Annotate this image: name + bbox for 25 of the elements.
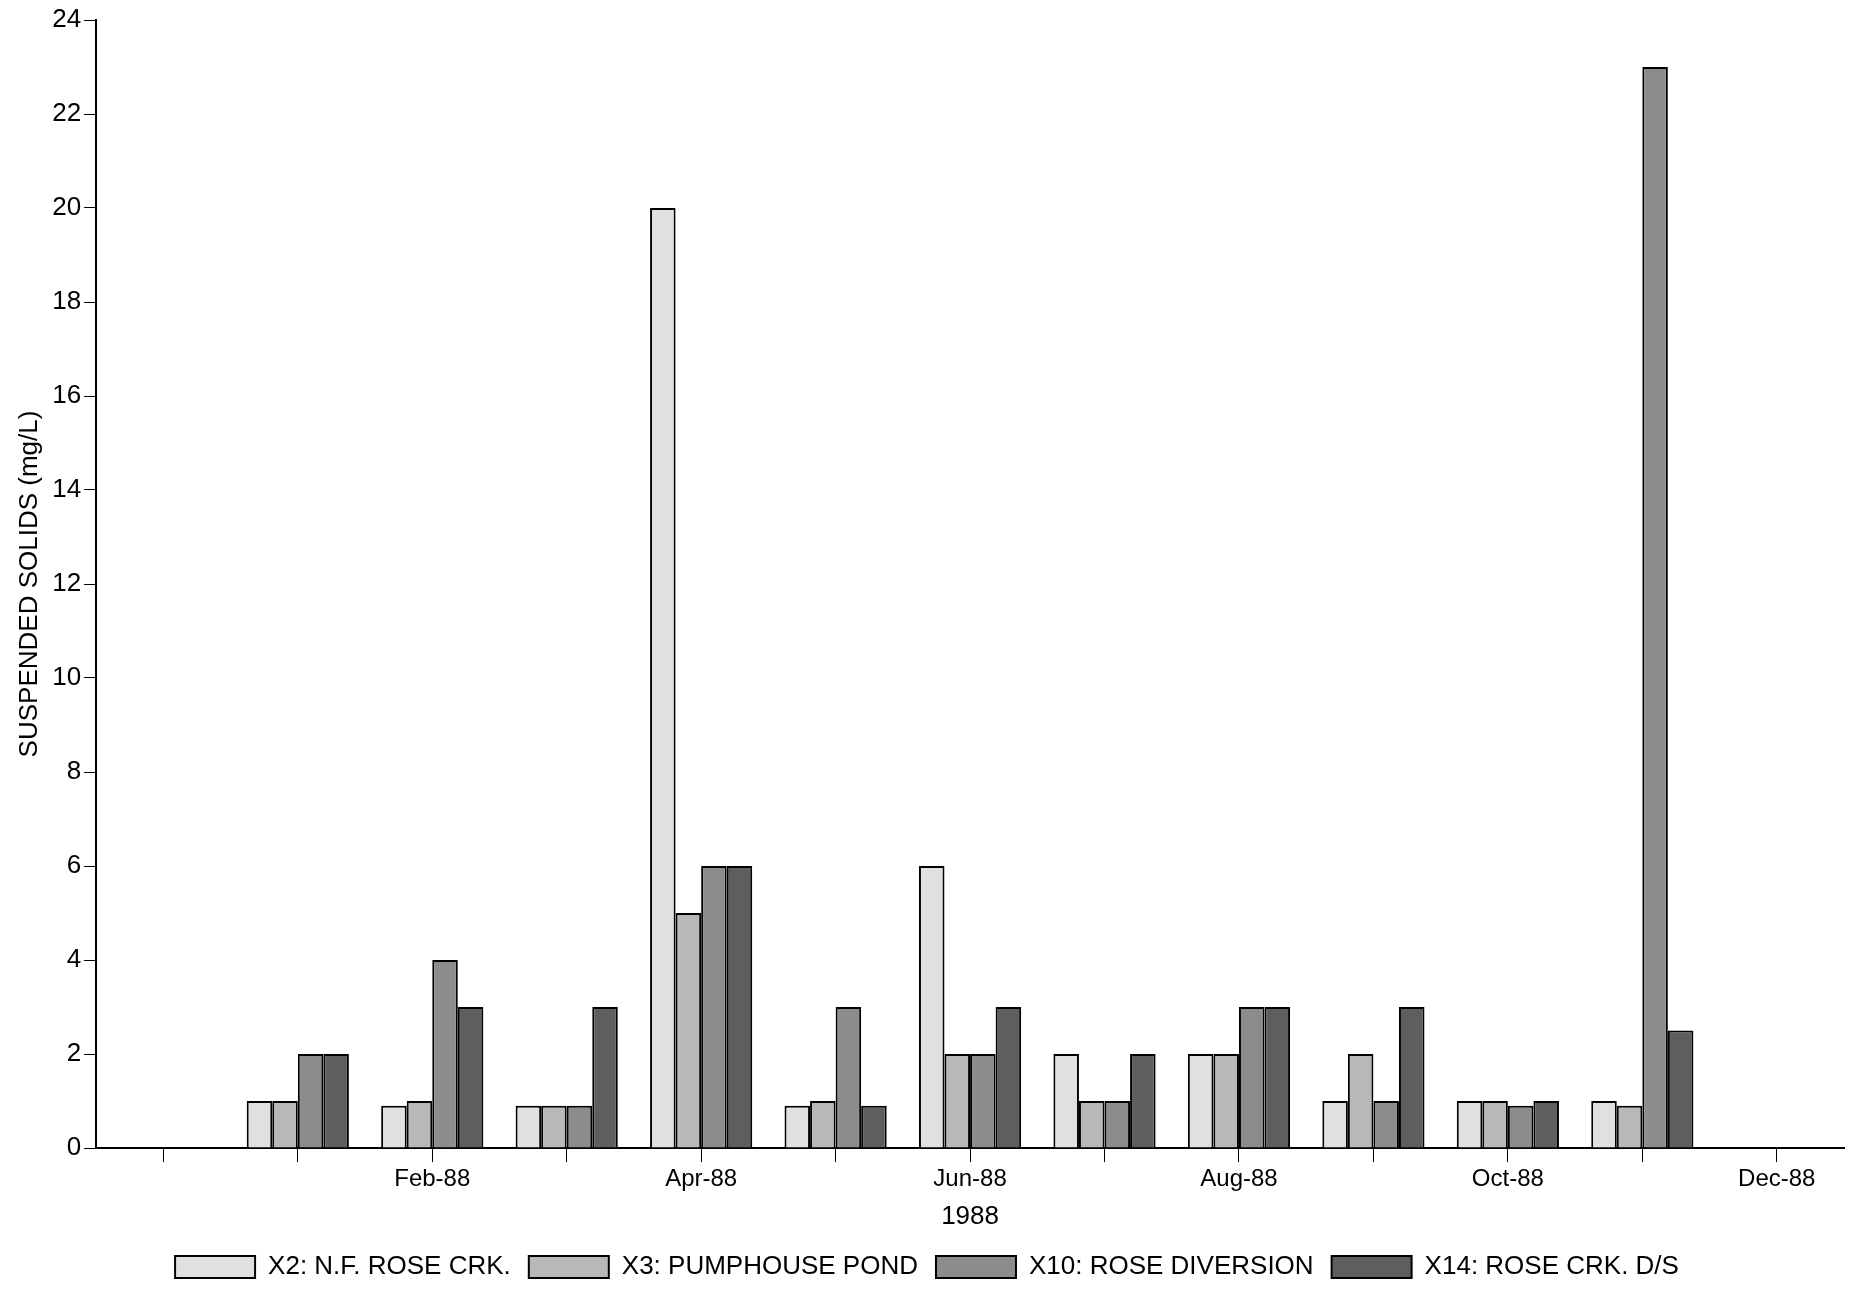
x-tick-label: Jun-88 <box>933 1164 1007 1192</box>
legend-label: X2: N.F. ROSE CRK. <box>268 1250 511 1281</box>
legend-label: X3: PUMPHOUSE POND <box>621 1250 918 1281</box>
y-tick-label: 8 <box>66 755 82 786</box>
y-tick-label: 22 <box>52 97 82 128</box>
y-tick-label: 20 <box>52 191 82 222</box>
legend-label: X14: ROSE CRK. D/S <box>1424 1250 1679 1281</box>
x-tick-label: Feb-88 <box>394 1164 471 1192</box>
y-tick-label: 10 <box>52 661 82 692</box>
y-axis-title: SUSPENDED SOLIDS (mg/L) <box>12 410 43 758</box>
y-tick-label: 24 <box>52 3 82 34</box>
y-tick-label: 6 <box>66 849 82 880</box>
legend-label: X10: ROSE DIVERSION <box>1028 1250 1314 1281</box>
y-tick-label: 16 <box>52 379 82 410</box>
x-tick-label: Dec-88 <box>1738 1164 1816 1192</box>
x-axis-title: 1988 <box>941 1199 999 1230</box>
x-tick-label: Apr-88 <box>665 1164 738 1192</box>
y-tick-label: 14 <box>52 473 82 504</box>
y-tick-label: 2 <box>66 1037 82 1068</box>
x-tick-label: Aug-88 <box>1200 1164 1278 1192</box>
y-tick-label: 12 <box>52 567 82 598</box>
y-tick-label: 18 <box>52 285 82 316</box>
x-tick-label: Oct-88 <box>1471 1164 1544 1192</box>
y-tick-label: 4 <box>66 943 82 974</box>
y-tick-label: 0 <box>66 1131 82 1162</box>
